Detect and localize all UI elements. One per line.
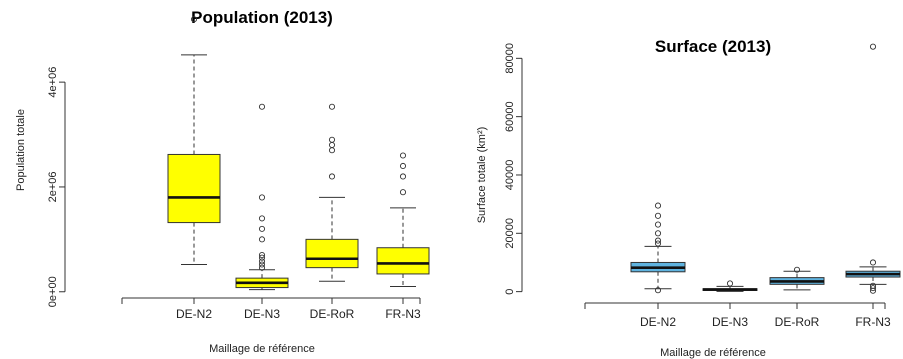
y-tick-label: 80000: [504, 43, 516, 74]
x-tick-label: DE-N2: [640, 315, 676, 329]
outlier-point: [654, 212, 662, 219]
box-de-n3: [702, 280, 758, 292]
outlier-point: [654, 221, 662, 228]
y-tick-label: 2e+06: [47, 171, 59, 202]
y-axis-label: Surface totale (km²): [476, 127, 488, 224]
outlier-point: [258, 254, 266, 261]
outlier-point: [654, 202, 662, 209]
x-tick-label: FR-N3: [855, 315, 891, 329]
outlier-point: [399, 162, 407, 170]
outlier-point: [328, 136, 336, 143]
y-tick-label: 0e+00: [47, 276, 59, 307]
outlier-point: [190, 16, 198, 23]
outlier-point: [328, 141, 336, 149]
outlier-point: [399, 189, 407, 196]
x-axis-label: Maillage de référence: [209, 343, 315, 355]
outlier-point: [654, 240, 662, 247]
box-de-n2: [630, 202, 686, 294]
y-tick-label: 4e+06: [47, 67, 59, 98]
x-axis-label: Maillage de référence: [660, 347, 766, 359]
box-de-n2: [167, 16, 221, 266]
outlier-point: [793, 266, 801, 273]
chart-title: Surface (2013): [655, 37, 771, 56]
outlier-point: [328, 103, 336, 110]
outlier-point: [869, 43, 877, 50]
outlier-point: [258, 225, 266, 232]
chart-panel-2: Surface (2013) 0 20000 40000 60000 80000 Surfa…: [476, 37, 901, 359]
outlier-point: [654, 287, 662, 294]
x-tick-label: DE-N3: [712, 315, 748, 329]
y-tick-label: 40000: [504, 160, 516, 191]
outlier-point: [328, 173, 336, 180]
y-tick-label: 0: [504, 289, 516, 295]
y-tick-label: 20000: [504, 218, 516, 249]
outlier-point: [654, 230, 662, 237]
box-body: [167, 153, 221, 224]
outlier-point: [654, 237, 662, 244]
y-tick-label: 60000: [504, 101, 516, 132]
outlier-point: [258, 258, 266, 265]
outlier-point: [399, 173, 407, 180]
x-tick-label: DE-RoR: [775, 315, 820, 329]
box-de-n3: [235, 103, 289, 291]
chart-title: Population (2013): [191, 8, 333, 27]
x-tick-label: FR-N3: [385, 307, 421, 321]
outlier-point: [869, 282, 877, 289]
x-tick-label: DE-N3: [244, 307, 280, 321]
outlier-point: [869, 285, 877, 292]
x-tick-label: DE-N2: [176, 307, 212, 321]
outlier-point: [726, 280, 734, 287]
box-body: [376, 247, 430, 275]
box-de-ror: [305, 103, 359, 282]
box-de-ror: [769, 266, 825, 291]
box-fr-n3: [845, 43, 901, 294]
outlier-point: [328, 147, 336, 154]
y-axis-label: Population totale: [15, 109, 27, 191]
box-fr-n3: [376, 152, 430, 288]
outlier-point: [258, 252, 266, 259]
outlier-point: [869, 259, 877, 266]
outlier-point: [258, 261, 266, 268]
x-tick-label: DE-RoR: [310, 307, 355, 321]
outlier-point: [258, 194, 266, 201]
outlier-point: [399, 152, 407, 159]
outlier-point: [258, 215, 266, 222]
outlier-point: [258, 103, 266, 110]
chart-panel-1: Population (2013) 0e+00 2e+06 4e+06 Populati…: [15, 8, 430, 355]
outlier-point: [258, 236, 266, 243]
box-body: [305, 238, 359, 269]
outlier-point: [258, 264, 266, 271]
